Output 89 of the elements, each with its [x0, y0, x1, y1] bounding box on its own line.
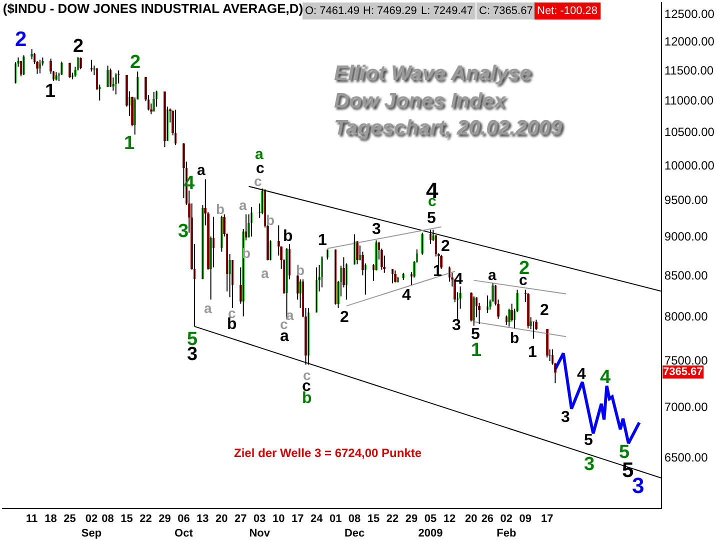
annotation: 4 — [577, 366, 586, 383]
annotation: b — [266, 212, 275, 228]
y-tick-label: 7000.00 — [664, 400, 708, 414]
annotation: b — [296, 262, 305, 278]
x-tick-label: 24 — [310, 513, 324, 526]
annotation: b — [216, 201, 225, 217]
annotation: a — [261, 265, 269, 281]
annotation: 2 — [441, 238, 450, 255]
annotation: 3 — [561, 409, 570, 426]
x-tick-label: 29 — [158, 513, 171, 526]
x-tick-label: 05 2009 — [418, 513, 443, 540]
annotation: 1 — [433, 263, 442, 280]
annotation: 1 — [318, 232, 327, 249]
annotation: 2 — [340, 309, 349, 326]
x-tick-label: 17 — [291, 513, 304, 526]
annotation: 3 — [632, 473, 644, 498]
annotation: 5 — [427, 210, 436, 227]
annotation: 3 — [584, 454, 595, 475]
annotation: a — [239, 197, 247, 213]
annotation: O: 7461.49 — [305, 5, 360, 17]
annotation: 2 — [73, 36, 84, 57]
x-tick-label: 13 — [196, 513, 209, 526]
y-tick-label: 12500.00 — [664, 7, 715, 22]
annotation: 2 — [15, 28, 27, 51]
annotation: 1 — [528, 344, 537, 361]
x-tick-label: 29 — [405, 513, 418, 526]
x-tick-label: 08 Dec — [344, 513, 365, 540]
y-tick-label: 8000.00 — [664, 310, 708, 324]
text: 7365.67 — [663, 366, 703, 378]
annotation: b — [283, 228, 293, 245]
annotation: C: 7365.67 — [479, 5, 533, 17]
annotation: 4 — [600, 367, 611, 388]
y-tick-label: 6500.00 — [664, 450, 708, 464]
annotation: L: 7249.47 — [421, 5, 473, 17]
x-tick-label: 10 — [272, 513, 285, 526]
x-tick-label: 26 — [481, 513, 494, 526]
x-tick-label: 20 — [465, 513, 478, 526]
y-tick-label: 12000.00 — [664, 34, 715, 49]
x-tick-label: 20 — [216, 513, 228, 526]
x-tick-label: 03 Nov — [249, 513, 271, 540]
y-tick-label: 8500.00 — [664, 268, 708, 282]
y-tick-label: 9500.00 — [664, 193, 708, 208]
annotation: b — [510, 330, 520, 347]
annotation: H: 7469.29 — [363, 5, 417, 17]
annotation: 3 — [372, 221, 381, 238]
x-tick-label: 02 Feb — [496, 513, 516, 540]
y-tick-label: 9000.00 — [664, 230, 708, 244]
x-tick-label: 25 — [64, 513, 76, 526]
annotation: 3 — [178, 221, 189, 242]
y-tick-label: 10000.00 — [664, 158, 715, 172]
x-tick-label: 22 — [140, 513, 152, 526]
annotation: 5 — [584, 432, 593, 449]
x-tick-label: 22 — [386, 513, 399, 526]
annotation: 2 — [540, 302, 549, 319]
y-tick-label: 11000.00 — [664, 94, 714, 108]
y-tick-label: 10500.00 — [664, 125, 715, 140]
y-tick-label: 7500.00 — [664, 353, 708, 368]
annotation: 4 — [454, 271, 463, 288]
line-series — [554, 352, 641, 445]
annotation: 5 — [471, 326, 480, 343]
annotation: a — [197, 162, 206, 179]
annotation: 1 — [471, 340, 482, 361]
annotation: Net: -100.28 — [537, 5, 598, 17]
x-tick-label: 18 — [44, 513, 57, 526]
text: Elliot Wave Analyse Dow Jones Index Tageschart, 20.02.2009 — [334, 62, 562, 140]
annotation: 1 — [45, 81, 56, 102]
annotation: 1 — [124, 133, 135, 154]
x-tick-label: 09 — [519, 513, 532, 526]
y-tick-label: 11500.00 — [664, 64, 714, 78]
x-tick-label: 11 — [26, 513, 38, 526]
x-tick-label: 12 — [443, 513, 456, 526]
annotation: a — [488, 267, 497, 284]
annotation: 3 — [452, 317, 461, 334]
annotation: c — [303, 367, 311, 383]
annotation: 4 — [402, 287, 411, 304]
annotation: 5 — [619, 442, 630, 463]
annotation: a — [255, 146, 264, 163]
x-tick-label: 15 — [367, 513, 380, 526]
annotation: a — [204, 300, 212, 316]
x-tick-label: 17 — [540, 513, 554, 526]
x-tick-label: 27 — [234, 513, 247, 526]
annotation: Ziel der Welle 3 = 6724,00 Punkte — [234, 446, 422, 460]
x-tick-label: 02 Sep — [81, 513, 102, 540]
chart-title: ($INDU - DOW JONES INDUSTRIAL AVERAGE,D) — [2, 0, 304, 16]
x-tick-label: 06 Oct — [174, 513, 194, 540]
x-tick-label: 08 — [102, 513, 114, 526]
annotation: 2 — [130, 52, 141, 73]
x-tick-label: 15 — [120, 513, 133, 526]
x-tick-label: 01 — [329, 513, 342, 526]
